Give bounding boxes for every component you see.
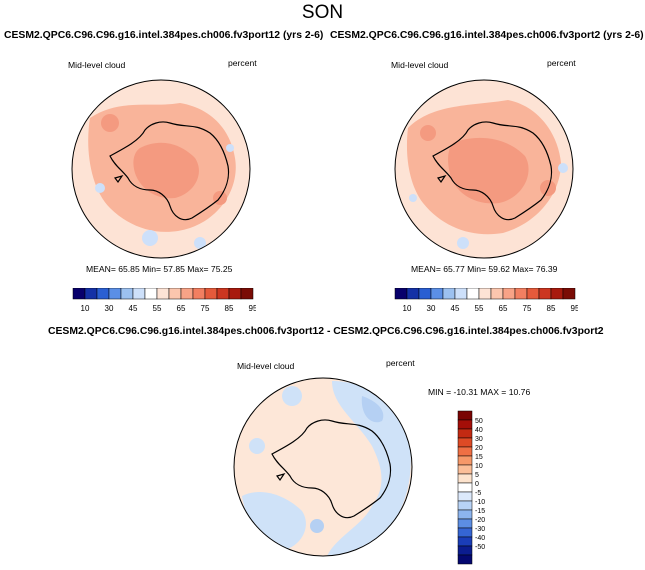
colorbar-swatch [168, 288, 182, 300]
colorbar-tick-label: -5 [475, 490, 481, 497]
colorbar-swatch [457, 410, 473, 421]
colorbar-swatch [457, 473, 473, 484]
panel-2-unit-label: percent [547, 58, 576, 68]
colorbar-swatch [457, 509, 473, 520]
panel-1-title: CESM2.QPC6.C96.C96.g16.intel.384pes.ch00… [4, 30, 324, 41]
colorbar-tick-label: 85 [225, 304, 234, 313]
panel-1-polar-map [71, 79, 251, 259]
colorbar-swatch [457, 446, 473, 457]
panel-2-stats: MEAN= 65.77 Min= 59.62 Max= 76.39 [411, 264, 558, 274]
colorbar-tick-label: 30 [105, 304, 114, 313]
colorbar-tick-label: -10 [475, 499, 485, 506]
colorbar-tick-label: 95 [571, 304, 578, 313]
colorbar-tick-label: 40 [475, 427, 483, 434]
colorbar-swatch [96, 288, 110, 300]
colorbar-tick-label: 20 [475, 445, 483, 452]
colorbar-tick-label: 0 [475, 481, 479, 488]
colorbar-swatch [430, 288, 444, 300]
panel-1-variable-label: Mid-level cloud [68, 60, 126, 70]
colorbar-swatch [550, 288, 564, 300]
colorbar-swatch [514, 288, 528, 300]
panel-2-colorbar: 10 30 45 55 65 75 85 95 [394, 288, 578, 313]
colorbar-swatch [240, 288, 254, 300]
colorbar-swatch [228, 288, 242, 300]
colorbar-swatch [457, 491, 473, 502]
colorbar-tick-label: 10 [81, 304, 90, 313]
colorbar-tick-label: 30 [475, 436, 483, 443]
colorbar-swatch [144, 288, 158, 300]
colorbar-swatch [490, 288, 504, 300]
panel-2-variable-label: Mid-level cloud [391, 60, 449, 70]
colorbar-swatch [418, 288, 432, 300]
colorbar-swatch [457, 545, 473, 556]
colorbar-swatch [442, 288, 456, 300]
diff-panel-stats: MIN = -10.31 MAX = 10.76 [428, 387, 531, 397]
panel-2-polar-map [394, 79, 574, 259]
colorbar-tick-label: 30 [427, 304, 436, 313]
page-title: SON [301, 2, 344, 23]
diff-panel-variable-label: Mid-level cloud [237, 361, 295, 371]
colorbar-swatch [406, 288, 420, 300]
colorbar-tick-label: 15 [475, 454, 483, 461]
colorbar-swatch [502, 288, 516, 300]
panel-1-stats: MEAN= 65.85 Min= 57.85 Max= 75.25 [86, 264, 233, 274]
colorbar-swatch [457, 536, 473, 547]
colorbar-swatch [457, 464, 473, 475]
colorbar-tick-label: 75 [201, 304, 210, 313]
colorbar-tick-label: 45 [451, 304, 460, 313]
colorbar-swatch [216, 288, 230, 300]
colorbar-swatch [526, 288, 540, 300]
colorbar-swatch [538, 288, 552, 300]
colorbar-swatch [457, 455, 473, 466]
colorbar-swatch [454, 288, 468, 300]
colorbar-swatch [457, 500, 473, 511]
colorbar-tick-label: 10 [403, 304, 412, 313]
colorbar-tick-label: 10 [475, 463, 483, 470]
colorbar-tick-label: 85 [547, 304, 556, 313]
colorbar-swatch [180, 288, 194, 300]
colorbar-swatch [156, 288, 170, 300]
diff-panel-polar-map [233, 377, 413, 557]
colorbar-tick-label: -40 [475, 535, 485, 542]
colorbar-swatch [457, 419, 473, 430]
colorbar-swatch [120, 288, 134, 300]
colorbar-swatch [72, 288, 86, 300]
diff-panel-title: CESM2.QPC6.C96.C96.g16.intel.384pes.ch00… [48, 326, 604, 337]
colorbar-swatch [457, 518, 473, 529]
colorbar-tick-label: 55 [153, 304, 162, 313]
colorbar-swatch [457, 428, 473, 439]
colorbar-swatch [466, 288, 480, 300]
colorbar-swatch [457, 554, 473, 565]
colorbar-tick-label: 65 [177, 304, 186, 313]
colorbar-tick-label: -30 [475, 526, 485, 533]
colorbar-swatch [132, 288, 146, 300]
colorbar-tick-label: -15 [475, 508, 485, 515]
colorbar-swatch [457, 437, 473, 448]
colorbar-tick-label: 50 [475, 418, 483, 425]
colorbar-tick-label: 45 [129, 304, 138, 313]
panel-1-unit-label: percent [228, 58, 257, 68]
colorbar-swatch [204, 288, 218, 300]
colorbar-tick-label: 55 [475, 304, 484, 313]
colorbar-swatch [562, 288, 576, 300]
colorbar-tick-label: -20 [475, 517, 485, 524]
colorbar-swatch [457, 482, 473, 493]
colorbar-swatch [478, 288, 492, 300]
colorbar-swatch [457, 527, 473, 538]
diff-panel-unit-label: percent [386, 358, 415, 368]
colorbar-tick-label: 75 [523, 304, 532, 313]
colorbar-tick-label: -50 [475, 544, 485, 551]
panel-1-colorbar: 10 30 45 55 65 75 85 95 [72, 288, 256, 313]
colorbar-tick-label: 65 [499, 304, 508, 313]
panel-2-title: CESM2.QPC6.C96.C96.g16.intel.384pes.ch00… [330, 30, 644, 41]
colorbar-tick-label: 95 [249, 304, 256, 313]
colorbar-swatch [108, 288, 122, 300]
colorbar-swatch [192, 288, 206, 300]
colorbar-swatch [84, 288, 98, 300]
colorbar-tick-label: 5 [475, 472, 479, 479]
colorbar-swatch [394, 288, 408, 300]
